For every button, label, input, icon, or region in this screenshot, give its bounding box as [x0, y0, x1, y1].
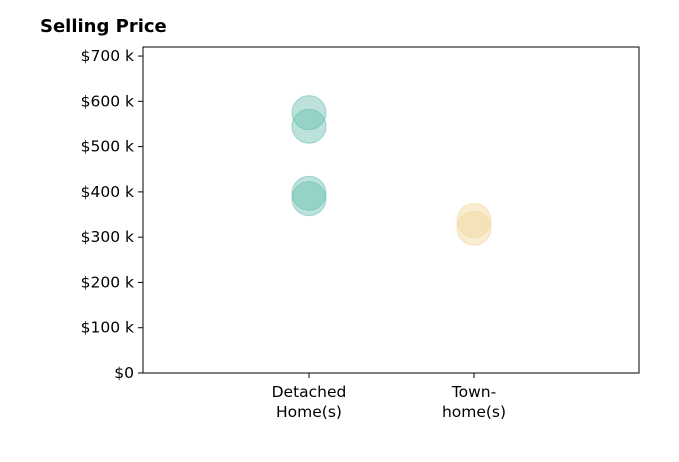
plot-frame — [142, 46, 640, 374]
y-tick-label: $600 k — [81, 92, 134, 110]
data-point — [291, 175, 327, 211]
data-point — [291, 95, 327, 131]
y-tick-label: $300 k — [81, 228, 134, 246]
x-tick-label: home(s) — [442, 403, 506, 421]
data-points — [291, 95, 492, 246]
data-point — [291, 181, 327, 217]
y-tick-label: $400 k — [81, 183, 134, 201]
y-tick-label: $200 k — [81, 273, 134, 291]
y-tick-label: $500 k — [81, 138, 134, 156]
chart-title: Selling Price — [40, 16, 167, 37]
x-axis: Detached Home(s) Town-home(s) — [272, 373, 506, 421]
data-point — [456, 202, 492, 238]
x-tick-label: Detached — [272, 383, 347, 401]
y-tick-label: $0 — [114, 364, 134, 382]
y-tick-label: $100 k — [81, 319, 134, 337]
data-point — [456, 210, 492, 246]
x-tick-label: Town- — [451, 383, 496, 401]
x-tick-label: Home(s) — [276, 403, 342, 421]
y-axis: $0 $100 k $200 k $300 k $400 k $500 k $600 k $7… — [81, 47, 143, 382]
y-tick-label: $700 k — [81, 47, 134, 65]
data-point — [291, 108, 327, 144]
